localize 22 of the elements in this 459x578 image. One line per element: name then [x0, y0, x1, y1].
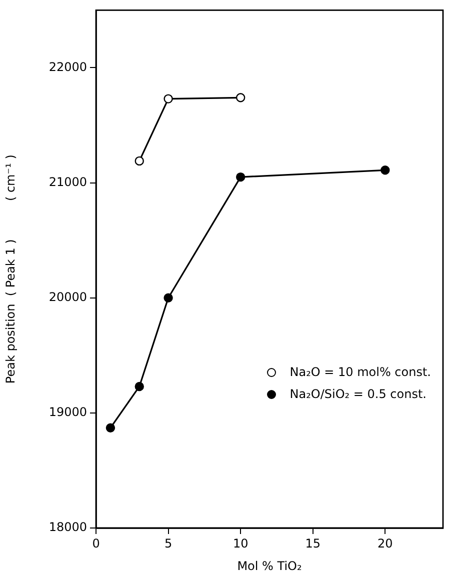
point — [164, 94, 173, 104]
legend-label: Na₂O = 10 mol% const. — [290, 365, 431, 380]
x-axis-title: Mol % TiO₂ — [237, 558, 302, 573]
point — [380, 166, 390, 175]
y-tick-label: 21000 — [48, 174, 87, 189]
point — [106, 423, 116, 432]
point — [164, 293, 173, 302]
point — [236, 172, 246, 182]
x-tick-label: 5 — [164, 536, 172, 550]
point — [134, 156, 144, 166]
legend-label: Na₂O/SiO₂ = 0.5 const. — [290, 387, 426, 402]
x-tick-label: 0 — [92, 536, 100, 550]
y-tick-label: 22000 — [48, 60, 87, 74]
y-axis-title: Peak position ( Peak 1 ) ( cm⁻¹ ) — [3, 154, 18, 384]
point — [236, 93, 246, 102]
y-tick-label: 19000 — [48, 405, 87, 420]
x-tick-label: 10 — [232, 536, 248, 550]
point — [134, 382, 144, 392]
y-tick-label: 18000 — [48, 520, 87, 534]
x-tick-label: 15 — [305, 536, 321, 550]
x-tick-label: 20 — [378, 536, 393, 550]
y-tick-label: 20000 — [48, 290, 87, 304]
